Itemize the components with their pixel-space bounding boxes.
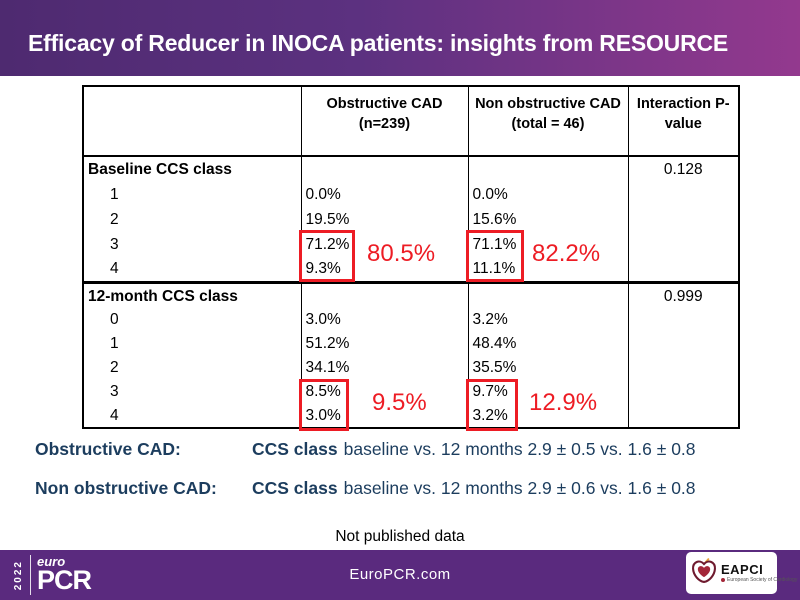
statement-text: baseline vs. 12 months 2.9 ± 0.6 vs. 1.6… — [343, 478, 696, 498]
table-cell: 9.3% — [300, 257, 469, 282]
highlight-sum-label: 9.5% — [372, 389, 427, 416]
table-cell: 48.4% — [467, 332, 629, 356]
table-row: Baseline CCS class 0.128 — [82, 156, 740, 182]
column-header-group — [82, 86, 302, 157]
footer-bar: 2022 euro PCR EuroPCR.com EAPCI Europ — [0, 550, 800, 600]
ccs-class: 1 — [82, 332, 302, 356]
column-header-obstructive-cad: Obstructive CAD (n=239) — [300, 86, 469, 157]
table-cell — [627, 232, 740, 257]
eapci-subtitle: European Society of Cardiology — [721, 577, 797, 583]
results-table-wrapper: Obstructive CAD (n=239) Non obstructive … — [82, 85, 742, 435]
table-row: 0 3.0% 3.2% — [82, 308, 740, 332]
column-header-interaction-p-value: Interaction P- value — [627, 86, 740, 157]
ccs-class: 4 — [82, 404, 302, 428]
statement-label: Obstructive CAD: — [35, 439, 181, 459]
table-cell: 34.1% — [300, 356, 469, 380]
statement-text: baseline vs. 12 months 2.9 ± 0.5 vs. 1.6… — [343, 439, 696, 459]
ccs-class: 3 — [82, 380, 302, 404]
section-label: 12-month CCS class — [82, 280, 302, 308]
table-cell — [627, 182, 740, 207]
footnote-not-published: Not published data — [335, 528, 465, 545]
column-header-non-obstructive-cad: Non obstructive CAD (total = 46) — [467, 86, 629, 157]
summary-statements: Obstructive CAD: CCS class baseline vs. … — [35, 438, 780, 516]
ccs-class: 2 — [82, 356, 302, 380]
table-cell: 0.0% — [467, 182, 629, 207]
ccs-class: 1 — [82, 182, 302, 207]
eapci-text-block: EAPCI European Society of Cardiology — [721, 561, 797, 583]
highlight-sum-label: 80.5% — [367, 240, 436, 267]
table-cell: 71.1% — [467, 232, 629, 257]
eapci-logo: EAPCI European Society of Cardiology — [686, 552, 797, 594]
logo-divider — [30, 555, 31, 595]
table-row: 12-month CCS class 0.999 — [82, 280, 740, 308]
table-cell — [627, 308, 740, 332]
table-cell — [467, 280, 629, 308]
table-cell: 35.5% — [467, 356, 629, 380]
esc-dot-icon — [721, 578, 725, 583]
table-cell — [627, 207, 740, 232]
europcr-website-label: EuroPCR.com — [349, 566, 451, 583]
table-cell: 51.2% — [300, 332, 469, 356]
table-cell: 11.1% — [467, 257, 629, 282]
highlight-sum-label: 12.9% — [529, 389, 598, 416]
ccs-class: 0 — [82, 308, 302, 332]
statement-metric: CCS class — [252, 439, 338, 459]
table-cell — [300, 156, 469, 182]
brand-pcr-label: PCR — [37, 565, 92, 596]
table-cell — [627, 404, 740, 428]
brand-euro-label: euro — [37, 554, 66, 569]
table-row: 2 19.5% 15.6% — [82, 207, 740, 232]
table-row: 1 0.0% 0.0% — [82, 182, 740, 207]
europcr-logo: 2022 euro PCR — [13, 554, 92, 596]
table-cell: 9.7% — [467, 380, 629, 404]
highlight-sum-label: 82.2% — [532, 240, 601, 267]
table-cell: 3.2% — [467, 404, 629, 428]
heart-icon — [690, 557, 718, 590]
table-cell — [627, 380, 740, 404]
table-cell — [300, 280, 469, 308]
section-label: Baseline CCS class — [82, 156, 302, 182]
statement-metric: CCS class — [252, 478, 338, 498]
table-cell — [467, 156, 629, 182]
table-cell — [627, 257, 740, 282]
section-12-month-ccs: 12-month CCS class 0.999 0 3.0% 3.2% 1 5… — [82, 280, 740, 428]
table-row: 4 9.3% 11.1% — [82, 257, 740, 282]
results-table: Obstructive CAD (n=239) Non obstructive … — [82, 85, 740, 429]
table-cell: 0.0% — [300, 182, 469, 207]
statement-obstructive-cad: Obstructive CAD: CCS class baseline vs. … — [35, 438, 780, 460]
eapci-subtitle-label: European Society of Cardiology — [727, 577, 798, 584]
table-cell: 8.5% — [300, 380, 469, 404]
ccs-class: 2 — [82, 207, 302, 232]
table-cell: 3.0% — [300, 308, 469, 332]
eapci-name-label: EAPCI — [721, 561, 764, 577]
brand-wordmark: euro PCR — [37, 554, 92, 596]
table-cell: 15.6% — [467, 207, 629, 232]
statement-non-obstructive-cad: Non obstructive CAD: CCS class baseline … — [35, 477, 780, 499]
table-cell — [627, 332, 740, 356]
table-row: 1 51.2% 48.4% — [82, 332, 740, 356]
section-baseline-ccs: Baseline CCS class 0.128 1 0.0% 0.0% 2 1… — [82, 156, 740, 282]
table-row: 2 34.1% 35.5% — [82, 356, 740, 380]
table-row: 3 8.5% 9.7% — [82, 380, 740, 404]
slide-title: Efficacy of Reducer in INOCA patients: i… — [28, 30, 729, 56]
header-bar: Efficacy of Reducer in INOCA patients: i… — [0, 0, 800, 76]
table-header-row: Obstructive CAD (n=239) Non obstructive … — [82, 86, 740, 157]
table-cell: 19.5% — [300, 207, 469, 232]
statement-label: Non obstructive CAD: — [35, 478, 217, 498]
p-value: 0.999 — [627, 280, 740, 308]
ccs-class: 4 — [82, 257, 302, 282]
table-row: 3 71.2% 71.1% — [82, 232, 740, 257]
table-cell: 3.2% — [467, 308, 629, 332]
p-value: 0.128 — [627, 156, 740, 182]
ccs-class: 3 — [82, 232, 302, 257]
table-cell — [627, 356, 740, 380]
